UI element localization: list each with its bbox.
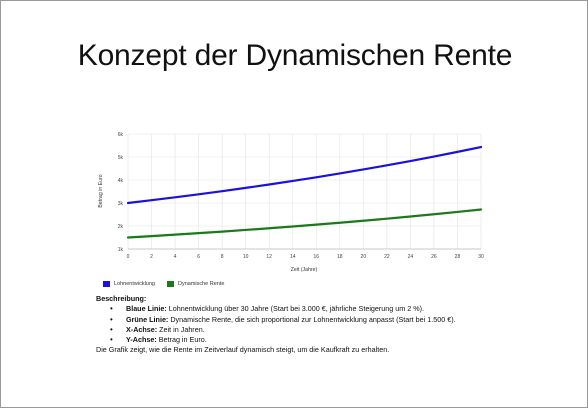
description-item-text: Betrag in Euro. xyxy=(156,335,207,345)
x-tick-label: 16 xyxy=(313,254,319,260)
description-block: Beschreibung: Blaue Linie: Lohnentwicklu… xyxy=(96,294,496,356)
y-tick-label: 5k xyxy=(118,155,124,161)
x-tick-label: 4 xyxy=(174,254,177,260)
description-item-text: Zeit in Jahren. xyxy=(157,324,205,334)
description-footer: Die Grafik zeigt, wie die Rente im Zeitv… xyxy=(96,345,390,355)
description-item-label: Grüne Linie: xyxy=(126,314,169,324)
description-item-label: X-Achse: xyxy=(126,324,158,334)
x-tick-label: 6 xyxy=(197,254,200,260)
y-axis-label: Betrag in Euro xyxy=(98,174,104,207)
x-tick-label: 18 xyxy=(337,254,343,260)
series-line-dynamische-rente xyxy=(126,208,483,239)
chart-series xyxy=(126,145,483,239)
x-tick-label: 14 xyxy=(290,254,296,260)
y-tick-label: 6k xyxy=(118,132,124,138)
legend-swatch-green xyxy=(166,281,174,287)
description-item-green-line: Grüne Linie: Dynamische Rente, die sich … xyxy=(110,314,496,326)
description-item-x-axis: X-Achse: Zeit in Jahren. xyxy=(110,324,496,336)
x-axis-label: Zeit (Jahre) xyxy=(291,267,318,273)
legend-label-lohnentwicklung: Lohnentwicklung xyxy=(114,281,155,287)
y-tick-label: 3k xyxy=(118,201,124,207)
slide-title: Konzept der Dynamischen Rente xyxy=(77,39,513,72)
x-tick-label: 30 xyxy=(478,254,484,260)
y-tick-label: 2k xyxy=(118,224,124,230)
x-tick-label: 10 xyxy=(243,254,249,260)
description-item-y-axis: Y-Achse: Betrag in Euro. xyxy=(110,335,496,346)
x-tick-label: 12 xyxy=(266,254,272,260)
description-item-label: Y-Achse: xyxy=(126,335,157,345)
x-tick-label: 28 xyxy=(455,254,461,260)
description-item-blue-line: Blaue Linie: Lohnentwicklung über 30 Jah… xyxy=(110,304,496,315)
y-tick-label: 1k xyxy=(118,247,124,253)
legend-item-dynamische-rente: Dynamische Rente xyxy=(166,281,225,287)
x-tick-label: 20 xyxy=(361,254,367,260)
legend-item-lohnentwicklung: Lohnentwicklung xyxy=(103,281,155,287)
description-item-label: Blaue Linie: xyxy=(126,304,167,314)
x-tick-label: 22 xyxy=(384,254,390,260)
description-heading: Beschreibung: xyxy=(96,294,147,303)
x-tick-label: 0 xyxy=(127,254,130,260)
legend-label-dynamische-rente: Dynamische Rente xyxy=(177,281,225,287)
x-tick-label: 2 xyxy=(150,254,153,260)
y-tick-label: 4k xyxy=(118,178,124,184)
description-item-text: Lohnentwicklung über 30 Jahre (Start bei… xyxy=(166,304,425,314)
x-tick-label: 26 xyxy=(431,254,437,260)
series-line-lohnentwicklung xyxy=(126,145,483,205)
description-item-text: Dynamische Rente, die sich proportional … xyxy=(168,314,456,324)
chart-legend: Lohnentwicklung Dynamische Rente xyxy=(103,281,236,287)
description-list: Blaue Linie: Lohnentwicklung über 30 Jah… xyxy=(96,304,496,345)
legend-swatch-blue xyxy=(103,281,110,287)
chart-grid xyxy=(127,133,482,250)
x-tick-label: 24 xyxy=(408,254,414,260)
x-tick-label: 8 xyxy=(221,254,224,260)
